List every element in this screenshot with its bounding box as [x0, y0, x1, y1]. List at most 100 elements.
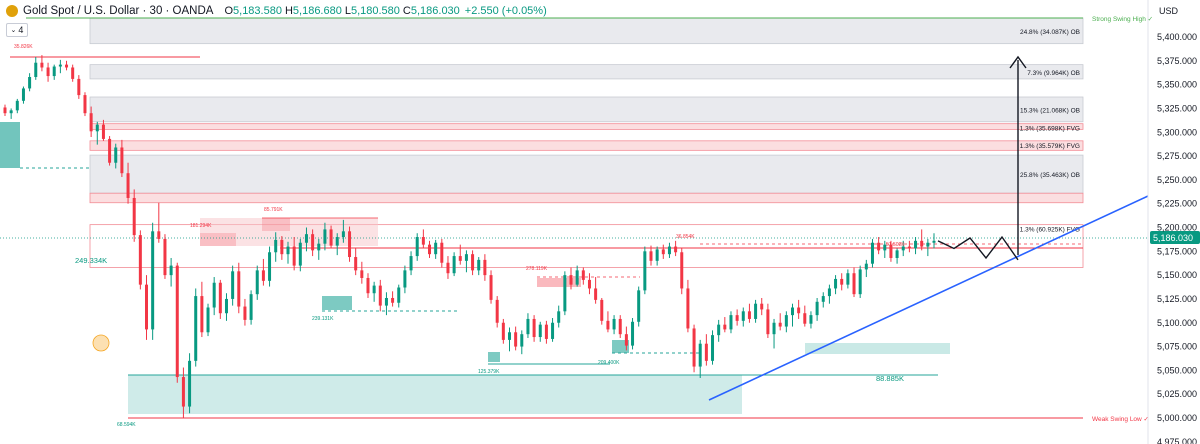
y-tick-label: 5,250.000	[1157, 175, 1197, 185]
candle-body	[797, 307, 801, 314]
y-tick-label: 5,100.000	[1157, 318, 1197, 328]
candle-body	[206, 307, 210, 333]
candle-body	[815, 301, 819, 316]
candle-body	[329, 229, 333, 246]
candle-body	[520, 334, 524, 347]
candle-body	[834, 278, 838, 289]
indicator-layers-toggle[interactable]: ⌄ 4	[6, 23, 28, 37]
candle-body	[624, 334, 628, 346]
low-value: 5,180.580	[350, 5, 400, 17]
candle-body	[421, 237, 425, 245]
candle-body	[46, 67, 50, 77]
candle-body	[317, 243, 321, 251]
candle-body	[920, 240, 924, 247]
gold-logo-icon	[6, 5, 18, 17]
candle-body	[680, 252, 684, 289]
candle-body	[569, 275, 573, 285]
chart-header: Gold Spot / U.S. Dollar · 30 · OANDA O 5,…	[0, 0, 1150, 22]
close-value: 5,186.030	[410, 5, 460, 17]
symbol-title[interactable]: Gold Spot / U.S. Dollar · 30 · OANDA	[23, 5, 214, 17]
zone-ob	[89, 64, 1084, 80]
candle-body	[126, 173, 130, 198]
candle-body	[889, 244, 893, 258]
candle-body	[181, 377, 185, 407]
volume-label: 51.502K	[886, 242, 905, 248]
candle-body	[907, 246, 911, 249]
zone-label: 24.8% (34.087K) OB	[1020, 29, 1080, 36]
candle-body	[83, 95, 87, 114]
zone-label: 1.3% (60.925K) FVG	[1020, 227, 1080, 234]
candle-body	[354, 257, 358, 271]
zone-ob	[89, 17, 1084, 45]
candle-body	[594, 288, 598, 300]
y-tick-label: 5,000.000	[1157, 413, 1197, 423]
high-label: H	[284, 5, 293, 17]
candle-body	[637, 290, 641, 322]
candle-body	[495, 299, 499, 323]
candle-body	[169, 265, 173, 276]
zone-label: 1.3% (35.579K) FVG	[1020, 143, 1080, 150]
candle-body	[901, 246, 905, 251]
candle-body	[587, 279, 591, 289]
candle-body	[274, 239, 278, 253]
candle-body	[366, 277, 370, 294]
candle-body	[760, 303, 764, 310]
candle-body	[735, 315, 739, 321]
candle-body	[237, 271, 241, 307]
layers-count: 4	[18, 25, 24, 35]
ascending-trendline	[708, 195, 1149, 401]
candle-body	[655, 249, 659, 261]
low-label: L	[344, 5, 351, 17]
candle-body	[71, 67, 75, 79]
candle-body	[231, 271, 235, 299]
price-axis: 5,400.000 5,375.000 5,350.000 5,325.000 5,30…	[1147, 0, 1197, 444]
candle-body	[77, 78, 81, 96]
zone-label: 25.8% (35.463K) OB	[1020, 172, 1080, 179]
volume-label: 249.334K	[75, 256, 107, 265]
candle-body	[704, 343, 708, 361]
y-tick-label: 4,975.000	[1157, 437, 1197, 444]
open-value: 5,183.580	[233, 5, 282, 17]
y-tick-label: 5,050.000	[1157, 365, 1197, 375]
zone-fvg	[89, 224, 1084, 268]
candle-body	[108, 138, 112, 163]
candle-body	[870, 242, 874, 264]
candle-body	[581, 270, 585, 280]
candle-body	[631, 321, 635, 346]
candle-body	[311, 234, 315, 251]
candle-body	[255, 270, 259, 295]
candle-body	[341, 231, 345, 238]
candle-body	[544, 324, 548, 339]
candle-body	[120, 147, 124, 174]
zone-ob	[89, 154, 1084, 194]
candle-body	[883, 244, 887, 251]
candle-body	[415, 237, 419, 257]
candle-body	[557, 311, 561, 323]
y-tick-label: 5,275.000	[1157, 151, 1197, 161]
currency-label[interactable]: USD	[1159, 6, 1179, 16]
candle-body	[772, 322, 776, 335]
candle-body	[138, 235, 142, 285]
last-price-text: 5,186.030	[1153, 233, 1193, 243]
candle-body	[21, 88, 25, 101]
candle-body	[729, 315, 733, 330]
candle-body	[551, 322, 555, 339]
volume-label: 88.885K	[876, 374, 904, 383]
volume-label: 68.594K	[117, 422, 136, 428]
candle-body	[268, 252, 272, 281]
volume-label: 35.826K	[14, 44, 33, 50]
candle-body	[335, 237, 339, 246]
zone-fvg	[89, 140, 1084, 151]
strong-swing-high-label: Strong Swing High ✓	[1092, 16, 1153, 23]
candle-body	[464, 254, 468, 261]
candle-body	[446, 262, 450, 274]
candle-body	[163, 238, 167, 276]
volume-label: 278.119K	[526, 266, 548, 272]
candle-body	[618, 318, 622, 335]
candle-body	[348, 231, 352, 258]
demand-zone-right	[805, 343, 950, 354]
candle-body	[114, 147, 118, 163]
candle-body	[778, 322, 782, 327]
candle-body	[95, 124, 99, 132]
